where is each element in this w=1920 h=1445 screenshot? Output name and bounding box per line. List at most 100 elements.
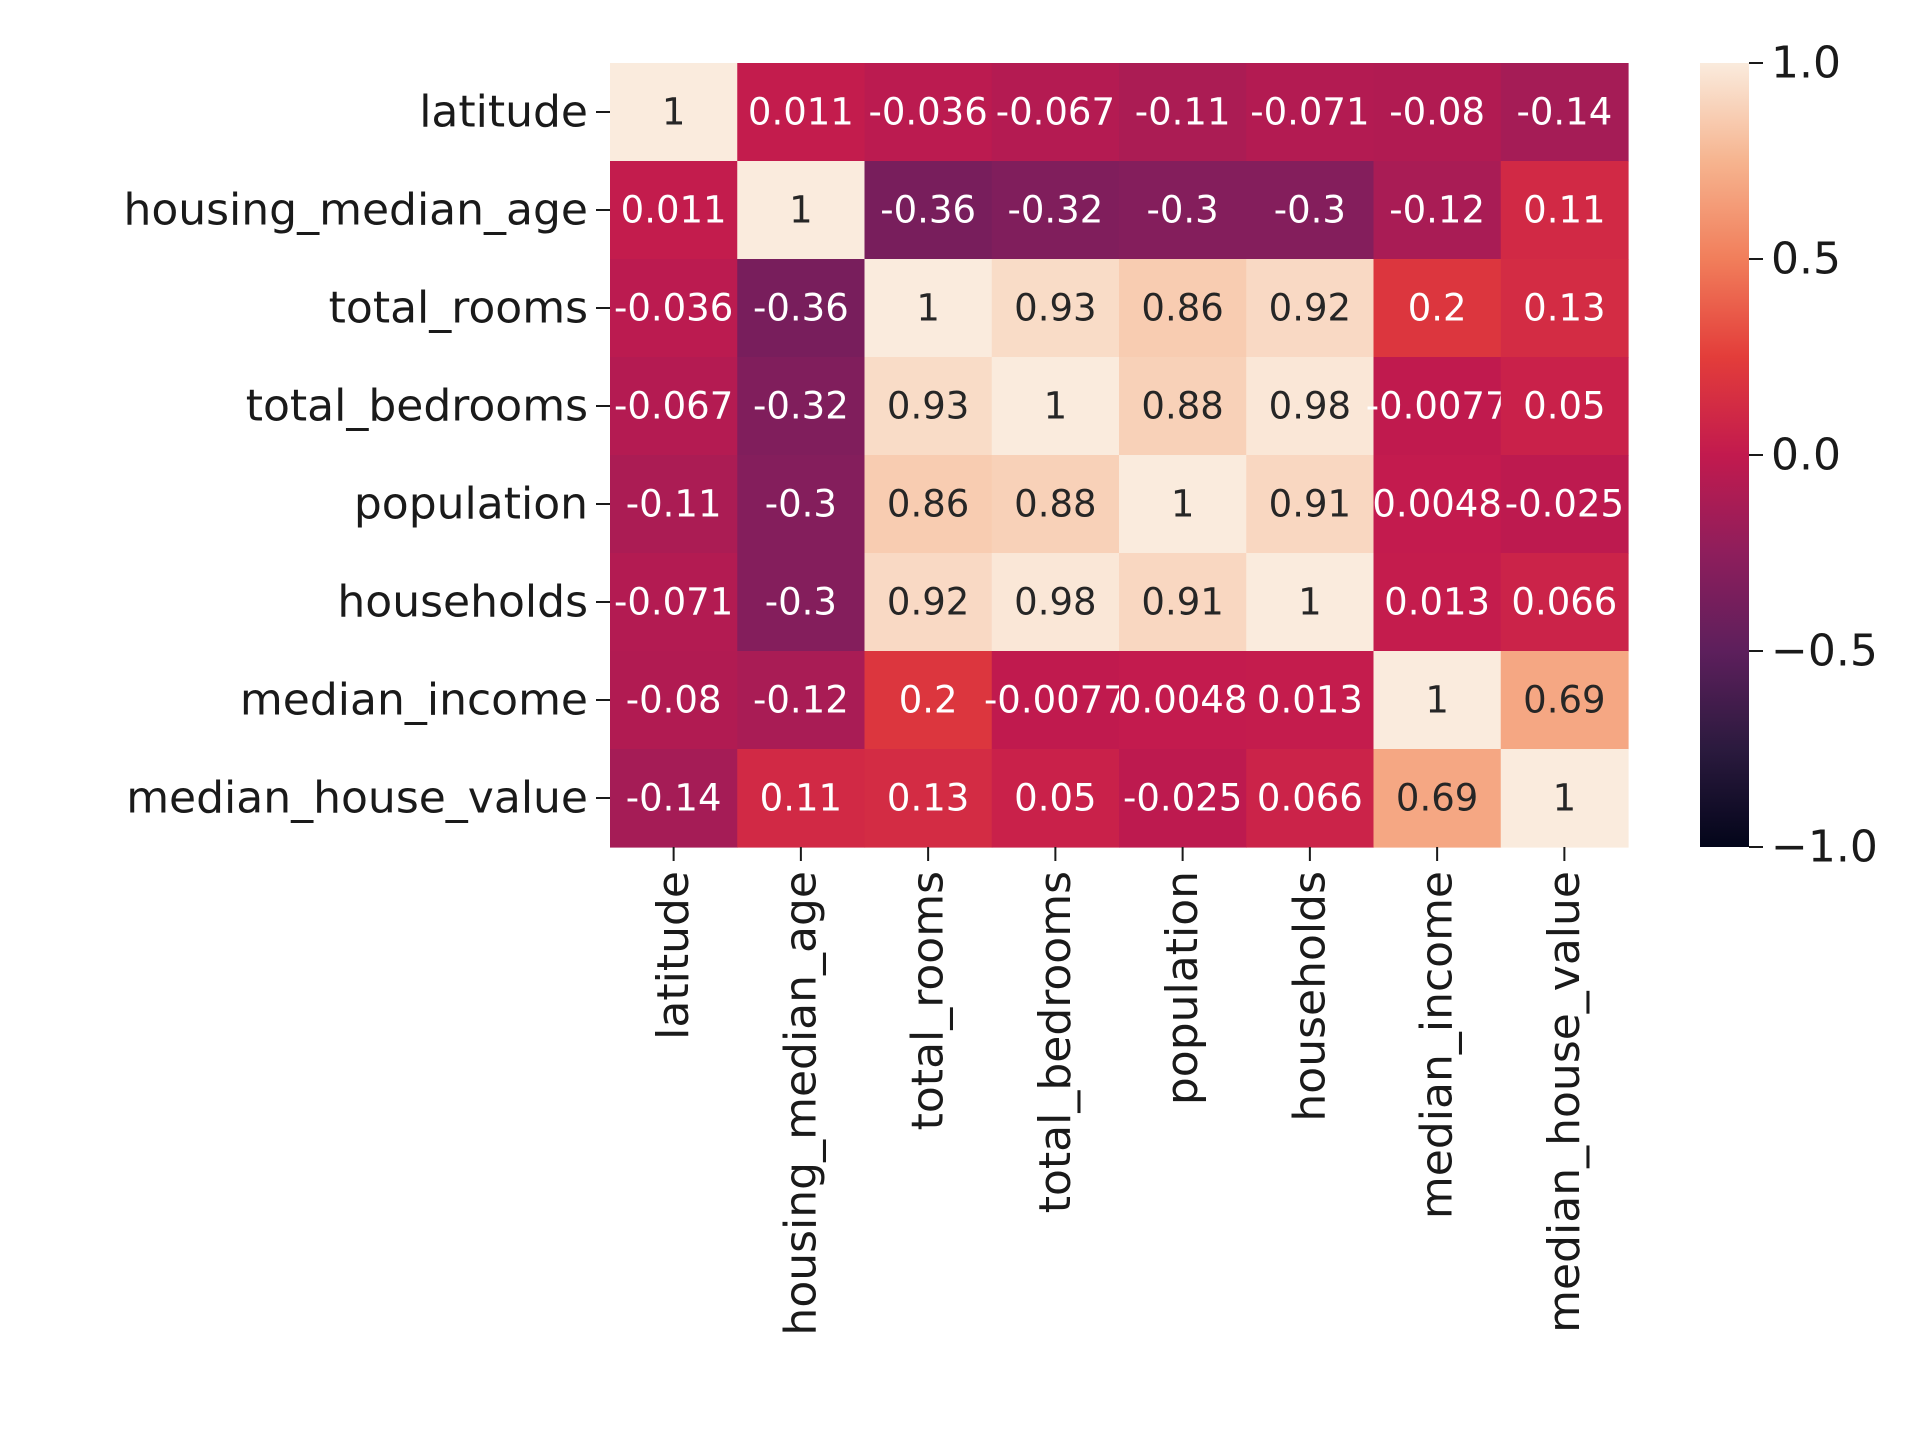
cell-value-label: -0.3 bbox=[1147, 189, 1219, 232]
heatmap-cell bbox=[1373, 357, 1502, 456]
cell-value-label: 0.13 bbox=[887, 777, 969, 820]
cell-value-label: 0.98 bbox=[1269, 385, 1351, 428]
cell-value-label: -0.11 bbox=[626, 483, 722, 526]
cell-value-label: 0.93 bbox=[1014, 287, 1096, 330]
heatmap-cell bbox=[1119, 63, 1247, 162]
x-tick-label: total_rooms bbox=[903, 871, 954, 1130]
heatmap-cell bbox=[1500, 259, 1629, 358]
heatmap-cell bbox=[737, 749, 866, 848]
heatmap-cell bbox=[1500, 63, 1629, 162]
cell-value-label: -0.32 bbox=[753, 385, 849, 428]
cell-value-label: 0.93 bbox=[887, 385, 969, 428]
cell-value-label: -0.36 bbox=[753, 287, 849, 330]
cell-value-label: 0.69 bbox=[1396, 777, 1478, 820]
cell-value-label: 1 bbox=[1298, 581, 1322, 624]
cell-value-label: -0.14 bbox=[626, 777, 722, 820]
heatmap-cell bbox=[864, 259, 993, 358]
heatmap-cell bbox=[737, 63, 866, 162]
heatmap-cell bbox=[610, 259, 738, 358]
cell-value-label: 0.98 bbox=[1014, 581, 1096, 624]
heatmap-cell bbox=[1119, 259, 1247, 358]
x-tick-label: housing_median_age bbox=[775, 871, 826, 1336]
cell-value-label: 0.91 bbox=[1141, 581, 1223, 624]
heatmap-cell bbox=[864, 455, 993, 554]
heatmap-cell bbox=[610, 651, 738, 750]
colorbar-tick-label: −1.0 bbox=[1771, 822, 1878, 873]
heatmap-cell bbox=[1246, 651, 1375, 750]
heatmap-cell bbox=[991, 749, 1120, 848]
cell-value-label: 0.2 bbox=[899, 679, 958, 722]
heatmap-cell bbox=[864, 749, 993, 848]
cell-value-label: 0.88 bbox=[1014, 483, 1096, 526]
x-tick-label: total_bedrooms bbox=[1030, 871, 1081, 1213]
cell-value-label: 0.88 bbox=[1141, 385, 1223, 428]
heatmap-cell bbox=[1500, 749, 1629, 848]
x-tick-label: households bbox=[1284, 871, 1335, 1122]
cell-value-label: 1 bbox=[1425, 679, 1449, 722]
x-tick-label: median_income bbox=[1412, 871, 1463, 1219]
y-tick-label: households bbox=[337, 577, 588, 628]
heatmap-cell bbox=[1246, 553, 1375, 652]
cell-value-label: -0.071 bbox=[614, 581, 733, 624]
heatmap-cell bbox=[1119, 651, 1247, 750]
heatmap-cell bbox=[1500, 553, 1629, 652]
heatmap-cell bbox=[1246, 357, 1375, 456]
cell-value-label: -0.3 bbox=[1274, 189, 1346, 232]
cell-value-label: -0.025 bbox=[1123, 777, 1242, 820]
heatmap-cell bbox=[991, 553, 1120, 652]
heatmap-cell bbox=[610, 749, 738, 848]
heatmap-cell bbox=[1246, 749, 1375, 848]
cell-value-label: 0.05 bbox=[1523, 385, 1605, 428]
heatmap-cell bbox=[1246, 63, 1375, 162]
heatmap-cell bbox=[1373, 161, 1502, 260]
x-tick-label: latitude bbox=[648, 871, 699, 1040]
heatmap-cell bbox=[1119, 161, 1247, 260]
colorbar-tick-label: 1.0 bbox=[1771, 38, 1841, 89]
cell-value-label: -0.025 bbox=[1505, 483, 1624, 526]
cell-value-label: 1 bbox=[916, 287, 940, 330]
cell-value-label: 1 bbox=[662, 91, 686, 134]
heatmap-cell bbox=[1246, 455, 1375, 554]
heatmap-cell bbox=[1500, 455, 1629, 554]
heatmap-cell bbox=[1500, 161, 1629, 260]
cell-value-label: 0.066 bbox=[1511, 581, 1617, 624]
heatmap-cell bbox=[1119, 553, 1247, 652]
cell-value-label: -0.08 bbox=[1389, 91, 1485, 134]
heatmap-cell bbox=[737, 553, 866, 652]
cell-value-label: -0.0077 bbox=[1366, 385, 1509, 428]
cell-value-label: -0.08 bbox=[626, 679, 722, 722]
cell-value-label: -0.14 bbox=[1517, 91, 1613, 134]
heatmap-cell bbox=[1373, 259, 1502, 358]
heatmap-cell bbox=[1373, 651, 1502, 750]
cell-value-label: 0.011 bbox=[621, 189, 727, 232]
heatmap-cell bbox=[737, 651, 866, 750]
heatmap-cell bbox=[991, 455, 1120, 554]
colorbar-tick-label: −0.5 bbox=[1771, 626, 1878, 677]
heatmap-cell bbox=[864, 63, 993, 162]
cell-value-label: 1 bbox=[1553, 777, 1577, 820]
y-tick-label: population bbox=[354, 479, 588, 530]
colorbar bbox=[1700, 63, 1749, 847]
y-tick-label: housing_median_age bbox=[123, 185, 588, 236]
cell-value-label: -0.12 bbox=[1389, 189, 1485, 232]
cell-value-label: -0.3 bbox=[765, 483, 837, 526]
x-tick-label: median_house_value bbox=[1539, 871, 1590, 1333]
cell-value-label: -0.0077 bbox=[984, 679, 1127, 722]
cell-value-label: -0.12 bbox=[753, 679, 849, 722]
cell-value-label: 0.11 bbox=[760, 777, 842, 820]
heatmap-cell bbox=[1500, 357, 1629, 456]
heatmap-cell bbox=[991, 357, 1120, 456]
cell-value-label: 1 bbox=[1044, 385, 1068, 428]
cell-value-label: -0.3 bbox=[765, 581, 837, 624]
heatmap-cell bbox=[1246, 259, 1375, 358]
cell-value-label: 0.91 bbox=[1269, 483, 1351, 526]
heatmap-cell bbox=[1119, 455, 1247, 554]
heatmap-cell bbox=[991, 259, 1120, 358]
cell-value-label: 0.066 bbox=[1257, 777, 1363, 820]
heatmap-cell bbox=[610, 357, 738, 456]
cell-value-label: 0.013 bbox=[1384, 581, 1490, 624]
y-tick-label: median_income bbox=[240, 675, 588, 726]
cell-value-label: 0.69 bbox=[1523, 679, 1605, 722]
heatmap-cell bbox=[1246, 161, 1375, 260]
